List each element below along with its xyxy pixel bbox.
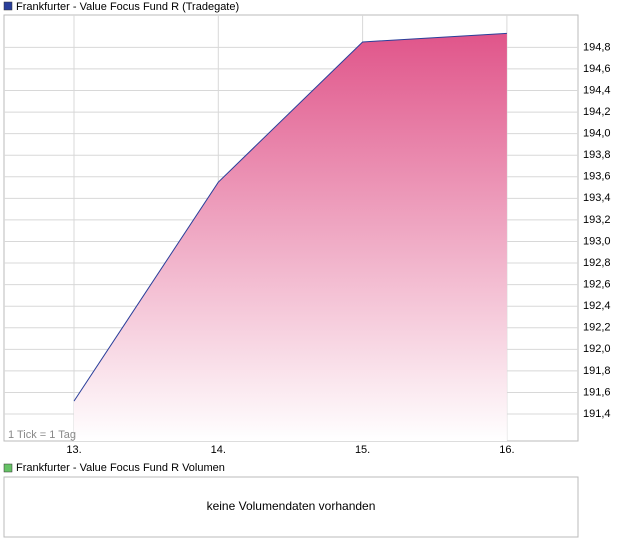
y-tick-label: 193,8 <box>583 149 611 161</box>
y-tick-label: 191,6 <box>583 386 611 398</box>
y-tick-label: 192,8 <box>583 257 611 269</box>
volume-title: Frankfurter - Value Focus Fund R Volumen <box>16 462 225 474</box>
y-tick-label: 191,8 <box>583 365 611 377</box>
y-tick-label: 194,2 <box>583 106 611 118</box>
y-tick-label: 191,4 <box>583 408 611 420</box>
y-tick-label: 192,4 <box>583 300 611 312</box>
y-tick-label: 193,2 <box>583 214 611 226</box>
annotation: 1 Tick = 1 Tag <box>8 429 76 441</box>
y-tick-label: 193,0 <box>583 235 611 247</box>
y-tick-label: 192,6 <box>583 279 611 291</box>
x-tick-label: 15. <box>355 444 370 456</box>
y-tick-label: 192,2 <box>583 322 611 334</box>
y-tick-label: 194,6 <box>583 63 611 75</box>
y-tick-label: 193,6 <box>583 171 611 183</box>
area <box>74 33 507 442</box>
y-tick-label: 192,0 <box>583 343 611 355</box>
legend-label: Frankfurter - Value Focus Fund R (Tradeg… <box>16 1 239 13</box>
line <box>73 32 507 402</box>
legend-swatch <box>3 1 13 11</box>
y-tick-label: 193,4 <box>583 192 611 204</box>
volume-frame <box>3 476 579 538</box>
x-tick-label: 14. <box>211 444 226 456</box>
x-tick-label: 13. <box>66 444 81 456</box>
legend-swatch <box>3 463 13 473</box>
y-tick-label: 194,0 <box>583 128 611 140</box>
volume-message: keine Volumendaten vorhanden <box>207 499 376 513</box>
x-tick-label: 16. <box>499 444 514 456</box>
y-tick-label: 194,4 <box>583 84 611 96</box>
y-tick-label: 194,8 <box>583 41 611 53</box>
